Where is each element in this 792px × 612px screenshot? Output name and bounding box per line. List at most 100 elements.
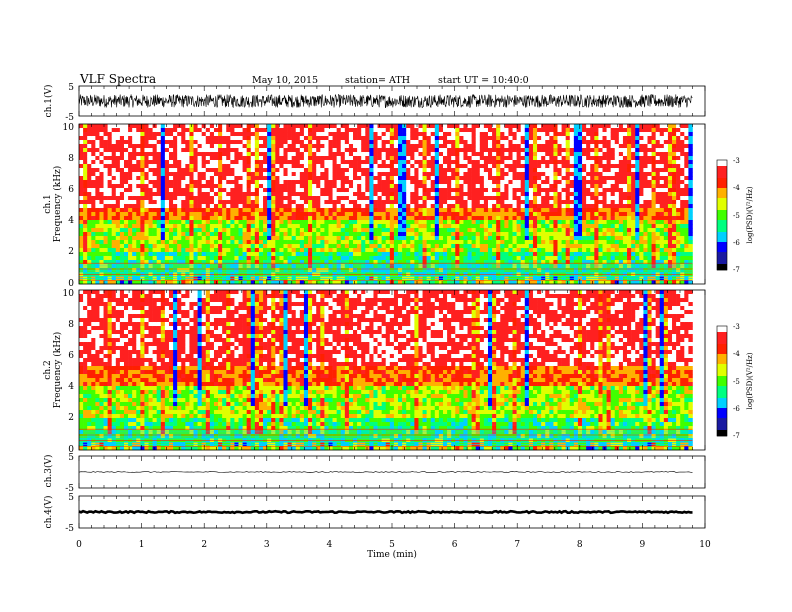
spectrogram-cell — [561, 212, 566, 217]
spectrogram-cell — [148, 148, 153, 153]
spectrogram-cell — [189, 180, 194, 185]
spectrogram-cell — [99, 212, 104, 217]
spectrogram-cell — [483, 148, 489, 153]
spectrogram-cell — [569, 124, 575, 129]
spectrogram-cell — [279, 128, 284, 133]
spectrogram-cell — [291, 136, 297, 141]
spectrogram-cell — [430, 224, 436, 229]
spectrogram-cell — [185, 132, 190, 137]
spectrogram-cell — [181, 276, 186, 281]
spectrogram-cell — [234, 196, 239, 201]
spectrogram-cell — [308, 140, 313, 145]
spectrogram-cell — [103, 140, 108, 145]
spectrogram-cell — [487, 192, 493, 197]
spectrogram-cell — [328, 160, 333, 165]
spectrogram-cell — [258, 208, 264, 213]
spectrogram-cell — [177, 208, 182, 213]
spectrogram-cell — [226, 132, 231, 137]
spectrogram-cell — [128, 236, 133, 241]
spectrogram-cell — [283, 260, 288, 265]
spectrogram-cell — [524, 184, 530, 189]
spectrogram-cell — [406, 260, 411, 265]
spectrogram-cell — [340, 280, 346, 285]
spectrogram-cell — [487, 204, 493, 209]
spectrogram-cell — [418, 212, 423, 217]
spectrogram-cell — [361, 244, 366, 249]
spectrogram-cell — [95, 156, 100, 161]
spectrogram-cell — [430, 232, 436, 237]
spectrogram-cell — [312, 228, 317, 233]
spectrogram-cell — [549, 156, 554, 161]
spectrogram-cell — [496, 196, 501, 201]
spectrogram-cell — [119, 188, 125, 193]
spectrogram-cell — [418, 268, 423, 273]
spectrogram-cell — [492, 160, 497, 165]
spectrogram-cell — [324, 264, 329, 269]
spectrogram-cell — [451, 276, 456, 281]
spectrogram-cell — [467, 220, 472, 225]
spectrogram-cell — [320, 268, 325, 273]
spectrogram-cell — [500, 160, 505, 165]
spectrogram-cell — [438, 160, 444, 165]
spectrogram-cell — [258, 248, 264, 253]
spectrogram-cell — [279, 208, 284, 213]
spectrogram-cell — [201, 156, 207, 161]
spectrogram-cell — [471, 256, 477, 261]
spectrogram-cell — [258, 228, 264, 233]
spectrogram-cell — [115, 156, 121, 161]
spectrogram-cell — [471, 160, 477, 165]
spectrogram-cell — [524, 228, 530, 233]
spectrogram-cell — [373, 152, 378, 157]
spectrogram-cell — [258, 272, 264, 277]
spectrogram-cell — [381, 232, 387, 237]
spectrogram-cell — [565, 188, 571, 193]
spectrogram-cell — [348, 160, 354, 165]
spectrogram-cell — [156, 196, 162, 201]
spectrogram-cell — [140, 148, 145, 153]
spectrogram-cell — [537, 152, 542, 157]
spectrogram-cell — [87, 164, 92, 169]
spectrogram-cell — [524, 148, 530, 153]
spectrogram-cell — [328, 140, 333, 145]
spectrogram-cell — [430, 176, 436, 181]
spectrogram-cell — [291, 176, 297, 181]
spectrogram-cell — [402, 276, 407, 281]
spectrogram-cell — [528, 204, 534, 209]
spectrogram-cell — [549, 216, 554, 221]
spectrogram-cell — [344, 128, 350, 133]
spectrogram-cell — [348, 240, 354, 245]
ch1-ylabel: ch.1(V) — [43, 85, 54, 118]
spectrogram-cell — [185, 124, 190, 129]
spectrogram-cell — [136, 256, 141, 261]
spectrogram-cell — [528, 244, 534, 249]
spectrogram-cell — [168, 136, 174, 141]
spectrogram-cell — [451, 260, 456, 265]
spectrogram-cell — [438, 208, 444, 213]
spectrogram-cell — [582, 208, 587, 213]
spectrogram-cell — [258, 156, 264, 161]
spectrogram-cell — [250, 136, 256, 141]
spectrogram-cell — [500, 272, 505, 277]
spectrogram-cell — [201, 200, 207, 205]
spectrogram-cell — [336, 200, 342, 205]
spectrogram-cell — [479, 128, 485, 133]
spectrogram-cell — [209, 140, 215, 145]
spectrogram-cell — [263, 180, 268, 185]
spectrogram-cell — [164, 252, 170, 257]
spectrogram-cell — [132, 164, 137, 169]
spectrogram-cell — [332, 264, 337, 269]
spectrogram-cell — [447, 160, 452, 165]
spectrogram-cell — [369, 252, 374, 257]
spectrogram-cell — [287, 244, 292, 249]
spectrogram-cell — [95, 264, 100, 269]
spectrogram-cell — [410, 184, 415, 189]
spectrogram-cell — [168, 220, 174, 225]
spectrogram-cell — [577, 260, 583, 265]
spectrogram-cell — [492, 244, 497, 249]
spectrogram-cell — [389, 176, 395, 181]
spectrogram-cell — [209, 188, 215, 193]
spectrogram-cell — [156, 152, 162, 157]
spectrogram-cell — [242, 128, 247, 133]
spectrogram-cell — [87, 216, 92, 221]
spectrogram-cell — [226, 216, 231, 221]
